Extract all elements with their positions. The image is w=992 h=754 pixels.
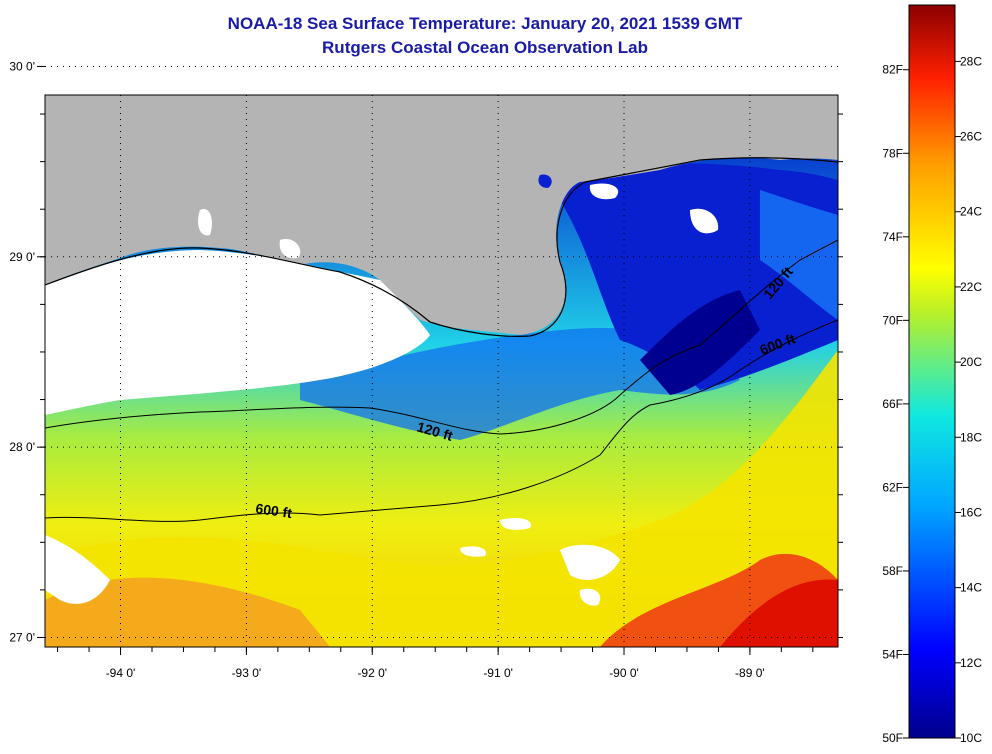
- contour-label-600ft: 600 ft: [255, 500, 294, 521]
- colorbar-label-f: 54F: [882, 647, 903, 661]
- land-mass: [45, 95, 838, 335]
- lat-tick-label: 28 0': [9, 440, 35, 454]
- lon-tick-label: -93 0': [232, 666, 262, 680]
- colorbar-label-c: 22C: [960, 280, 982, 294]
- colorbar-label-f: 70F: [882, 313, 903, 327]
- lon-tick-label: -89 0': [735, 666, 765, 680]
- axis-ticks: -94 0' -93 0' -92 0' -91 0' -90 0' -89 0' 27 0…: [9, 59, 843, 680]
- colorbar-label-c: 20C: [960, 355, 982, 369]
- map-subtitle: Rutgers Coastal Ocean Observation Lab: [322, 38, 648, 57]
- colorbar-label-c: 10C: [960, 731, 982, 745]
- colorbar: [908, 4, 956, 739]
- warm-water-west: [45, 577, 330, 647]
- lat-tick-label: 27 0': [9, 630, 35, 644]
- colorbar-label-f: 58F: [882, 564, 903, 578]
- colorbar-label-f: 74F: [882, 230, 903, 244]
- contour-600ft: [45, 319, 838, 522]
- colorbar-label-f: 66F: [882, 397, 903, 411]
- cloud-cover-west: [45, 250, 430, 415]
- colorbar-celsius-labels: 28C 26C 24C 22C 20C 18C 16C 14C 12C 10C: [955, 54, 982, 745]
- colorbar-label-f: 62F: [882, 480, 903, 494]
- colorbar-label-c: 16C: [960, 505, 982, 519]
- colorbar-label-c: 28C: [960, 54, 982, 68]
- map-frame: [44, 94, 839, 648]
- contour-120ft: [45, 239, 838, 435]
- colorbar-label-c: 14C: [960, 581, 982, 595]
- lon-tick-label: -92 0': [357, 666, 387, 680]
- colorbar-label-f: 78F: [882, 146, 903, 160]
- colorbar-label-f: 82F: [882, 63, 903, 77]
- colorbar-label-c: 26C: [960, 130, 982, 144]
- map-plot-area: [45, 95, 838, 647]
- lon-tick-label: -91 0': [483, 666, 513, 680]
- lon-tick-label: -94 0': [106, 666, 136, 680]
- colorbar-label-c: 12C: [960, 656, 982, 670]
- lat-tick-label: 30 0': [9, 59, 35, 73]
- colorbar-label-c: 24C: [960, 205, 982, 219]
- lat-tick-label: 29 0': [9, 250, 35, 264]
- graticule: [45, 65, 838, 647]
- colorbar-label-f: 50F: [882, 731, 903, 745]
- colorbar-fahrenheit-labels: 82F 78F 74F 70F 66F 62F 58F 54F 50F: [882, 63, 909, 745]
- map-title: NOAA-18 Sea Surface Temperature: January…: [227, 14, 743, 33]
- colorbar-label-c: 18C: [960, 430, 982, 444]
- lon-tick-label: -90 0': [609, 666, 639, 680]
